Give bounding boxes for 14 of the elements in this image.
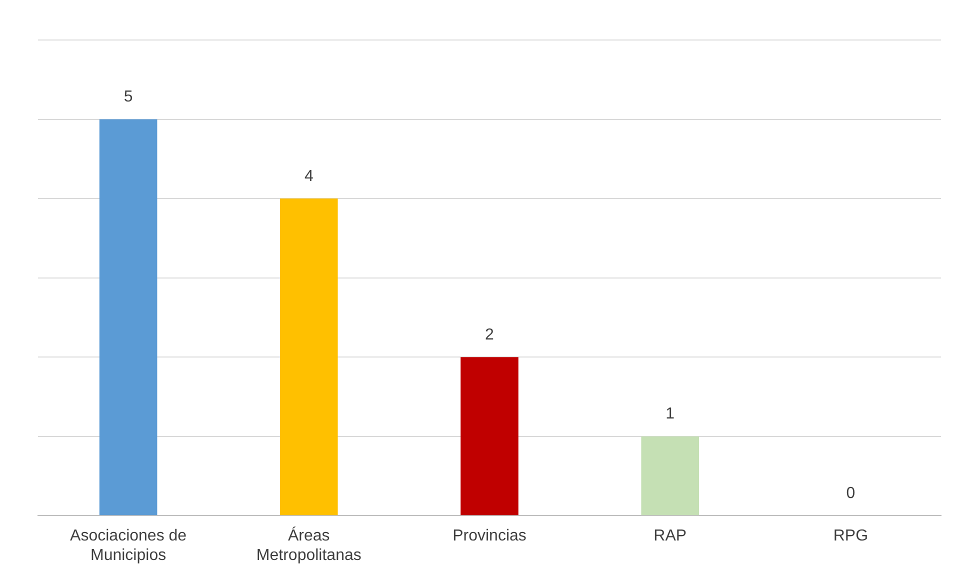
x-tick-label: RAP — [654, 528, 687, 545]
x-tick-label: RPG — [833, 528, 868, 545]
bar — [641, 436, 699, 516]
data-label: 2 — [485, 326, 494, 344]
bar — [460, 357, 518, 516]
data-label: 0 — [846, 485, 856, 502]
bar — [280, 198, 338, 516]
x-tick-label: Áreas Metropolitanas — [256, 526, 362, 564]
data-label: 4 — [304, 168, 314, 185]
data-label: 5 — [124, 88, 133, 106]
x-tick-label: Provincias — [452, 528, 526, 545]
bar — [99, 119, 158, 516]
data-label: 1 — [666, 406, 675, 423]
x-tick-label: Asociaciones de Municipios — [70, 528, 187, 564]
